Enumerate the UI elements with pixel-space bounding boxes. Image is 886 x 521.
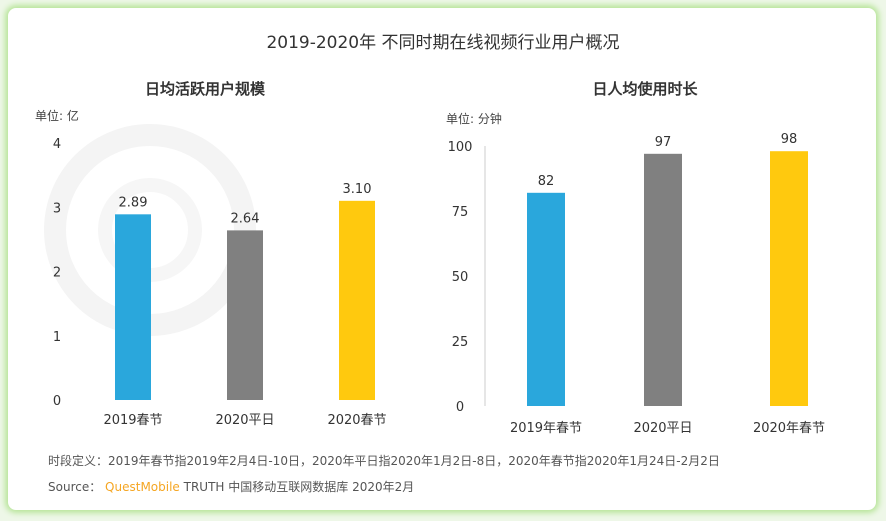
x-tick-label: 2020平日 — [215, 413, 274, 428]
unit-label: 单位: 亿 — [35, 108, 79, 123]
data-label: 3.10 — [343, 182, 372, 197]
bar — [644, 153, 682, 406]
chart-title: 日均活跃用户规模 — [145, 80, 266, 98]
unit-label: 单位: 分钟 — [446, 111, 502, 126]
x-tick-label: 2020平日 — [633, 421, 692, 436]
bar — [527, 192, 565, 406]
bar — [115, 214, 151, 400]
bar — [339, 200, 375, 400]
y-tick-label: 1 — [53, 330, 61, 345]
y-tick-label: 0 — [53, 394, 61, 409]
y-tick-label: 0 — [456, 400, 464, 415]
y-tick-label: 100 — [448, 140, 473, 155]
source-brand: QuestMobile — [105, 480, 180, 494]
x-tick-label: 2020春节 — [327, 413, 386, 428]
data-label: 82 — [538, 174, 555, 189]
source-label: Source： — [48, 480, 102, 494]
y-tick-label: 25 — [452, 335, 469, 350]
x-tick-label: 2020年春节 — [753, 421, 825, 436]
data-label: 98 — [781, 132, 798, 147]
chart-title: 日人均使用时长 — [592, 80, 698, 98]
x-tick-label: 2019春节 — [103, 413, 162, 428]
y-tick-label: 2 — [53, 266, 61, 281]
source: Source： QuestMobile TRUTH 中国移动互联网数据库 202… — [48, 478, 414, 495]
main-title: 2019-2020年 不同时期在线视频行业用户概况 — [266, 33, 620, 53]
y-tick-label: 75 — [452, 205, 469, 220]
data-label: 97 — [655, 135, 672, 150]
footnote: 时段定义：2019年春节指2019年2月4日-10日，2020年平日指2020年… — [48, 454, 720, 468]
y-tick-label: 3 — [53, 201, 61, 216]
data-label: 2.89 — [119, 195, 148, 210]
bar — [227, 230, 263, 400]
chart-card — [8, 8, 876, 510]
y-tick-label: 50 — [452, 270, 469, 285]
source-rest: TRUTH 中国移动互联网数据库 2020年2月 — [183, 480, 415, 494]
y-tick-label: 4 — [53, 137, 61, 152]
bar — [770, 151, 808, 406]
data-label: 2.64 — [231, 211, 260, 226]
x-tick-label: 2019年春节 — [510, 421, 582, 436]
